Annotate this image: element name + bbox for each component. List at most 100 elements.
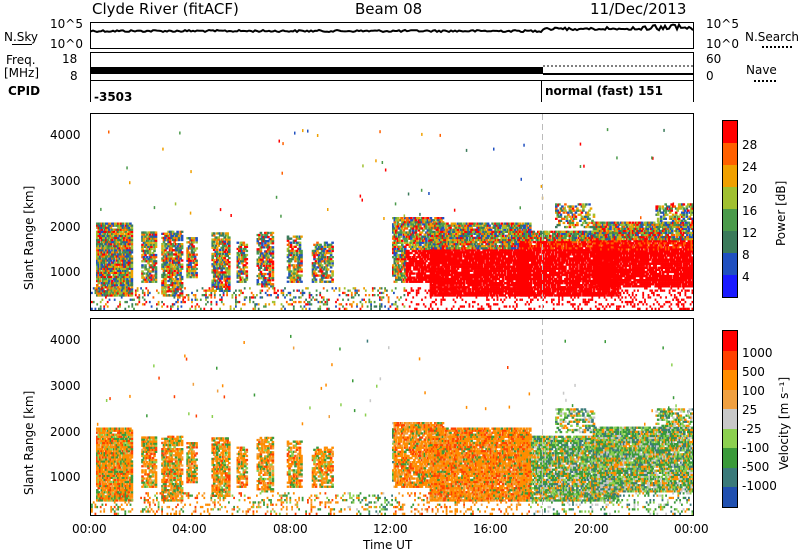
heatmap-cell bbox=[320, 260, 324, 263]
heatmap-cell bbox=[501, 273, 505, 277]
heatmap-cell bbox=[513, 253, 517, 256]
heatmap-cell bbox=[473, 279, 476, 283]
heatmap-cell bbox=[464, 273, 467, 277]
heatmap-cell bbox=[491, 265, 494, 268]
heatmap-cell bbox=[176, 257, 179, 260]
heatmap-cell bbox=[470, 240, 473, 244]
heatmap-cell bbox=[118, 230, 122, 233]
heatmap-cell bbox=[447, 245, 451, 248]
heatmap-cell bbox=[217, 285, 220, 288]
heatmap-cell bbox=[121, 236, 125, 240]
heatmap-cell bbox=[106, 251, 110, 254]
heatmap-cell bbox=[441, 261, 445, 264]
heatmap-cell bbox=[162, 240, 166, 244]
heatmap-cell bbox=[396, 241, 400, 244]
heatmap-cell bbox=[193, 265, 197, 269]
heatmap-cell bbox=[329, 251, 333, 255]
heatmap-cell bbox=[425, 237, 428, 240]
heatmap-cell bbox=[471, 228, 475, 231]
heatmap-cell bbox=[395, 231, 398, 234]
heatmap-cell bbox=[485, 253, 488, 256]
heatmap-cell bbox=[164, 243, 167, 246]
heatmap-cell bbox=[473, 249, 476, 252]
heatmap-cell bbox=[437, 219, 440, 222]
heatmap-cell bbox=[292, 266, 296, 269]
heatmap-cell bbox=[127, 230, 131, 233]
heatmap-cell bbox=[271, 254, 275, 257]
heatmap-cell bbox=[489, 261, 493, 264]
heatmap-cell bbox=[292, 239, 296, 242]
heatmap-cell bbox=[258, 256, 261, 259]
heatmap-cell bbox=[173, 265, 176, 268]
heatmap-cell bbox=[151, 262, 155, 265]
heatmap-cell bbox=[440, 230, 443, 233]
heatmap-cell bbox=[413, 231, 416, 234]
heatmap-cell bbox=[288, 253, 291, 257]
heatmap-cell bbox=[413, 260, 416, 263]
heatmap-cell bbox=[453, 269, 457, 272]
heatmap-cell bbox=[162, 265, 166, 268]
heatmap-cell bbox=[109, 284, 113, 287]
heatmap-cell bbox=[486, 261, 490, 264]
heatmap-cell bbox=[410, 272, 413, 275]
heatmap-cell bbox=[123, 273, 126, 277]
heatmap-cell bbox=[170, 247, 173, 250]
heatmap-cell bbox=[153, 241, 156, 244]
heatmap-cell bbox=[417, 249, 421, 253]
heatmap-cell bbox=[126, 251, 129, 254]
heatmap-cell bbox=[264, 266, 267, 269]
heatmap-cell bbox=[452, 284, 455, 287]
heatmap-cell bbox=[211, 242, 214, 245]
heatmap-cell bbox=[395, 229, 398, 232]
heatmap-cell bbox=[192, 261, 195, 264]
heatmap-cell bbox=[117, 222, 120, 225]
heatmap-cell bbox=[447, 253, 451, 256]
heatmap-cell bbox=[482, 261, 485, 264]
heatmap-cell bbox=[449, 261, 452, 264]
heatmap-cell bbox=[434, 259, 437, 262]
heatmap-cell bbox=[483, 275, 487, 279]
heatmap-cell bbox=[512, 247, 515, 250]
heatmap-cell bbox=[432, 257, 436, 260]
heatmap-cell bbox=[300, 253, 303, 257]
heatmap-cell bbox=[109, 232, 113, 235]
heatmap-cell bbox=[117, 230, 120, 233]
heatmap-cell bbox=[256, 283, 260, 286]
heatmap-cell bbox=[441, 264, 445, 267]
heatmap-cell bbox=[489, 288, 493, 291]
heatmap-cell bbox=[495, 249, 499, 252]
heatmap-cell bbox=[435, 255, 439, 258]
heatmap-cell bbox=[461, 294, 464, 297]
heatmap-cell bbox=[117, 245, 120, 248]
heatmap-cell bbox=[314, 260, 318, 263]
heatmap-cell bbox=[124, 284, 128, 287]
heatmap-cell bbox=[486, 267, 490, 270]
heatmap-cell bbox=[464, 228, 467, 231]
heatmap-cell bbox=[467, 263, 470, 266]
heatmap-cell bbox=[425, 223, 428, 226]
heatmap-cell bbox=[488, 263, 491, 266]
heatmap-cell bbox=[162, 275, 166, 279]
heatmap-cell bbox=[492, 275, 496, 279]
heatmap-cell bbox=[482, 234, 485, 238]
heatmap-cell bbox=[100, 238, 104, 242]
heatmap-cell bbox=[317, 270, 321, 273]
heatmap-cell bbox=[452, 282, 455, 285]
heatmap-cell bbox=[512, 269, 515, 272]
heatmap-cell bbox=[488, 273, 491, 277]
heatmap-cell bbox=[286, 280, 290, 283]
heatmap-cell bbox=[102, 257, 105, 260]
heatmap-cell bbox=[320, 276, 324, 279]
heatmap-cell bbox=[124, 230, 128, 233]
heatmap-cell bbox=[165, 243, 169, 246]
heatmap-cell bbox=[438, 224, 442, 227]
heatmap-cell bbox=[106, 265, 110, 268]
heatmap-cell bbox=[218, 283, 222, 286]
heatmap-cell bbox=[468, 259, 472, 262]
heatmap-cell bbox=[482, 257, 485, 260]
heatmap-cell bbox=[407, 262, 410, 265]
heatmap-cell bbox=[168, 230, 172, 233]
heatmap-cell bbox=[97, 247, 101, 250]
heatmap-cell bbox=[510, 240, 514, 244]
heatmap-cell bbox=[148, 235, 152, 238]
